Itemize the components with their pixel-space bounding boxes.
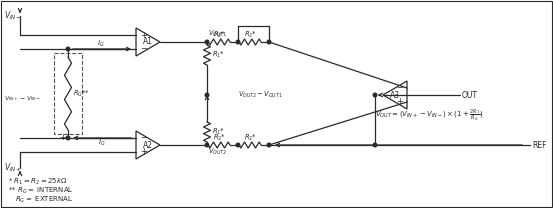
Circle shape (205, 93, 209, 97)
Text: $R_2$*: $R_2$* (243, 133, 257, 143)
Circle shape (236, 40, 240, 44)
Text: $V_{IN+}$: $V_{IN+}$ (4, 162, 22, 174)
Text: $V_{OUT2}$: $V_{OUT2}$ (208, 147, 227, 157)
Circle shape (373, 93, 377, 97)
Text: $I_G$: $I_G$ (97, 39, 105, 49)
Circle shape (236, 143, 240, 147)
Text: $V_{OUT2}−V_{OUT1}$: $V_{OUT2}−V_{OUT1}$ (238, 90, 283, 100)
Text: A1: A1 (143, 37, 153, 47)
Text: $R_2$*: $R_2$* (212, 133, 226, 143)
Text: A2: A2 (143, 140, 153, 150)
Text: +: + (60, 133, 66, 142)
Text: −: − (140, 134, 147, 142)
Circle shape (205, 40, 209, 44)
Text: A3: A3 (390, 90, 400, 99)
Text: +: + (140, 147, 147, 156)
Circle shape (267, 143, 271, 147)
Text: $V_{OUT1}$: $V_{OUT1}$ (208, 29, 227, 39)
Circle shape (267, 40, 271, 44)
Text: −: − (140, 45, 147, 53)
Circle shape (205, 143, 209, 147)
Text: $R_2$*: $R_2$* (212, 30, 226, 40)
Text: $R_1$*: $R_1$* (212, 127, 225, 137)
Text: REF: REF (532, 140, 546, 150)
Text: $R_1$*: $R_1$* (212, 50, 225, 60)
Text: +: + (396, 98, 403, 106)
Text: $V_{OUT}=(V_{IN+}-V_{IN-})\times(1+\frac{2R_1}{R_G})$: $V_{OUT}=(V_{IN+}-V_{IN-})\times(1+\frac… (375, 107, 483, 123)
Circle shape (66, 136, 70, 140)
Text: $I_G$: $I_G$ (98, 138, 106, 148)
Text: $R_G =$ EXTERNAL: $R_G =$ EXTERNAL (15, 195, 73, 205)
Text: $V_{IN-}$: $V_{IN-}$ (4, 10, 22, 22)
Text: $V_{IN+}−V_{IN-}$: $V_{IN+}−V_{IN-}$ (4, 94, 41, 103)
Text: $R_G$**: $R_G$** (73, 88, 90, 99)
Circle shape (66, 47, 70, 51)
Text: ** $R_G =$ INTERNAL: ** $R_G =$ INTERNAL (8, 186, 74, 196)
Text: * $R_1 = R_2 = 25k\Omega$: * $R_1 = R_2 = 25k\Omega$ (8, 177, 67, 187)
Text: $R_2$*: $R_2$* (243, 30, 257, 40)
Text: −: − (60, 45, 66, 54)
Text: −: − (396, 83, 403, 93)
Text: OUT: OUT (462, 90, 478, 99)
Circle shape (373, 143, 377, 147)
Text: +: + (140, 31, 147, 40)
